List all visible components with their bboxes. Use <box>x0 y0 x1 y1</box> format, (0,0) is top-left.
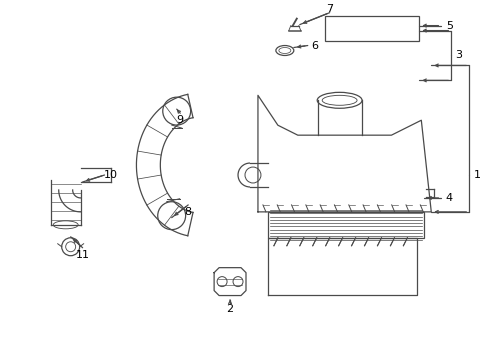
Text: 3: 3 <box>455 50 462 60</box>
Text: 8: 8 <box>184 207 191 217</box>
Text: 2: 2 <box>226 305 233 315</box>
Text: 11: 11 <box>76 250 89 260</box>
Bar <box>267 212 424 238</box>
Text: 7: 7 <box>325 4 332 14</box>
Text: 5: 5 <box>445 21 452 31</box>
Text: 6: 6 <box>310 41 318 50</box>
Text: 10: 10 <box>103 170 117 180</box>
Text: 4: 4 <box>445 193 452 203</box>
Text: 9: 9 <box>176 115 183 125</box>
Text: 1: 1 <box>473 170 480 180</box>
Bar <box>324 15 419 41</box>
